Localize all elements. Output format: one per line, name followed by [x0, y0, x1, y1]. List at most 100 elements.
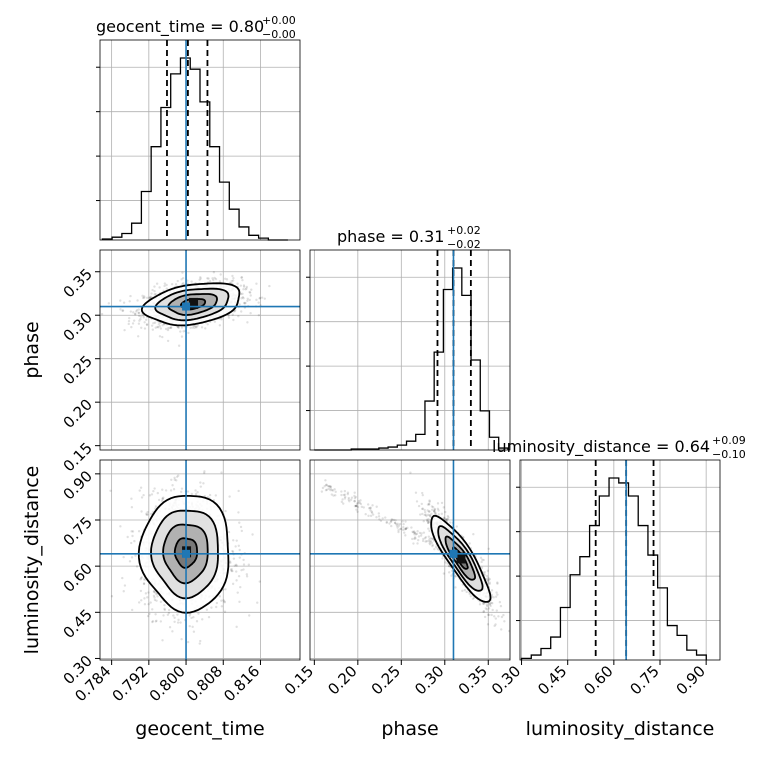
- sample-point: [350, 496, 354, 499]
- sample-point: [109, 489, 112, 492]
- sample-point: [454, 586, 457, 589]
- sample-point: [245, 573, 249, 576]
- sample-point: [161, 488, 164, 491]
- sample-point: [421, 539, 425, 543]
- sample-point: [399, 527, 402, 531]
- xtick-label-luminosity-distance-4: 0.90: [673, 662, 709, 698]
- sample-point: [164, 489, 168, 492]
- sample-point: [148, 296, 151, 300]
- sample-point: [432, 509, 436, 513]
- sample-point: [172, 488, 176, 491]
- sample-point: [234, 563, 238, 567]
- sample-point: [428, 499, 431, 502]
- sample-point: [258, 580, 261, 583]
- sample-point: [229, 561, 232, 564]
- sample-point: [130, 506, 134, 509]
- sample-point: [236, 282, 239, 285]
- sample-point: [429, 515, 432, 518]
- sample-point: [427, 520, 431, 524]
- sample-point: [482, 602, 485, 605]
- sample-point: [147, 591, 150, 594]
- sample-point: [163, 608, 167, 612]
- sample-point: [353, 500, 356, 503]
- sample-point: [110, 595, 114, 598]
- sample-point: [425, 540, 428, 543]
- sample-point: [130, 530, 133, 533]
- xtick-label-phase-2: 0.25: [368, 662, 404, 698]
- sample-point: [446, 518, 449, 521]
- sample-point: [194, 489, 197, 492]
- sample-point: [231, 279, 235, 282]
- title-luminosity-distance-sub: −0.10: [712, 448, 746, 461]
- sample-point: [362, 506, 365, 509]
- sample-point: [323, 485, 326, 488]
- sample-point: [163, 284, 166, 288]
- sample-point: [469, 595, 473, 598]
- sample-point: [358, 501, 362, 504]
- sample-point: [496, 582, 499, 585]
- sample-point: [203, 471, 206, 475]
- sample-point: [193, 326, 196, 330]
- sample-point: [152, 594, 156, 598]
- sample-point: [343, 493, 347, 496]
- sample-point: [493, 624, 496, 628]
- sample-point: [139, 589, 143, 593]
- sample-point: [138, 489, 141, 492]
- sample-point: [181, 282, 184, 286]
- sample-point: [428, 540, 432, 543]
- sample-point: [176, 279, 179, 283]
- sample-point: [342, 502, 345, 505]
- sample-point: [143, 603, 147, 606]
- sample-point: [180, 490, 183, 494]
- sample-point: [485, 604, 489, 608]
- sample-point: [321, 486, 325, 490]
- sample-point: [190, 616, 193, 620]
- sample-point: [153, 285, 156, 288]
- sample-point: [139, 486, 143, 489]
- sample-point: [210, 606, 213, 609]
- sample-point: [428, 529, 431, 533]
- sample-point: [128, 560, 132, 563]
- sample-point: [121, 576, 124, 580]
- sample-point: [151, 620, 154, 624]
- sample-point: [240, 310, 243, 313]
- sample-point: [195, 620, 199, 623]
- sample-point: [449, 521, 452, 524]
- sample-point: [421, 507, 425, 510]
- sample-point: [239, 585, 242, 589]
- sample-point: [130, 497, 133, 500]
- sample-point: [419, 534, 423, 537]
- sample-point: [242, 285, 246, 288]
- sample-point: [483, 615, 487, 619]
- ytick-label-luminosity-distance-2: 0.60: [60, 559, 96, 595]
- sample-point: [490, 613, 493, 617]
- sample-point: [152, 590, 156, 593]
- xtick-label-luminosity-distance-1: 0.45: [534, 662, 570, 698]
- sample-point: [346, 491, 350, 494]
- sample-point: [353, 497, 357, 500]
- sample-point: [175, 475, 179, 479]
- sample-point: [188, 614, 191, 617]
- sample-point: [256, 601, 259, 604]
- sample-point: [428, 538, 431, 541]
- sample-point: [401, 528, 405, 532]
- sample-point: [213, 320, 217, 323]
- sample-point: [397, 530, 400, 534]
- sample-point: [429, 540, 433, 543]
- sample-point: [250, 288, 253, 291]
- sample-point: [161, 335, 164, 339]
- sample-point: [245, 287, 248, 290]
- sample-point: [428, 500, 431, 503]
- sample-point: [437, 509, 440, 512]
- sample-point: [242, 284, 246, 287]
- histogram-step: [520, 477, 707, 660]
- sample-point: [433, 547, 436, 551]
- sample-point: [417, 538, 420, 542]
- sample-point: [436, 547, 439, 550]
- xtick-label-phase-3: 0.30: [411, 662, 447, 698]
- sample-point: [223, 277, 227, 281]
- sample-point: [137, 311, 141, 315]
- sample-point: [154, 613, 157, 616]
- sample-point: [384, 516, 387, 519]
- sample-point: [167, 608, 171, 612]
